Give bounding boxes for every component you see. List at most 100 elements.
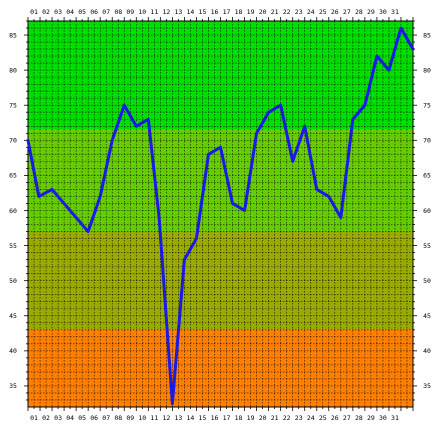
x-tick-label-top: 02 [42, 8, 50, 16]
data-point [412, 48, 414, 50]
x-tick-label-bottom: 20 [259, 414, 267, 422]
x-tick-label-top: 14 [187, 8, 195, 16]
y-tick-label-left: 50 [9, 277, 17, 285]
x-tick-label-bottom: 08 [114, 414, 122, 422]
x-tick-label-bottom: 23 [295, 414, 303, 422]
x-tick-label-top: 08 [114, 8, 122, 16]
y-tick-label-left: 55 [9, 242, 17, 250]
y-tick-label-left: 60 [9, 207, 17, 215]
x-tick-label-bottom: 22 [283, 414, 291, 422]
x-tick-label-bottom: 15 [199, 414, 207, 422]
x-tick-label-top: 05 [78, 8, 86, 16]
x-tick-label-bottom: 09 [126, 414, 134, 422]
x-tick-label-top: 18 [235, 8, 243, 16]
data-point [279, 104, 282, 107]
x-tick-label-bottom: 10 [138, 414, 146, 422]
x-tick-label-bottom: 04 [66, 414, 74, 422]
data-point [38, 195, 40, 198]
x-tick-label-top: 04 [66, 8, 74, 16]
x-tick-label-bottom: 18 [235, 414, 243, 422]
x-tick-label-bottom: 25 [319, 414, 327, 422]
x-tick-label-top: 31 [391, 8, 399, 16]
x-tick-label-top: 16 [211, 8, 219, 16]
x-tick-label-top: 01 [30, 8, 38, 16]
x-tick-label-bottom: 30 [379, 414, 387, 422]
x-tick-label-bottom: 26 [331, 414, 339, 422]
x-tick-label-top: 19 [247, 8, 255, 16]
x-tick-label-bottom: 03 [54, 414, 62, 422]
x-tick-label-top: 27 [343, 8, 351, 16]
x-tick-label-top: 23 [295, 8, 303, 16]
x-tick-label-top: 10 [138, 8, 146, 16]
y-tick-label-left: 35 [9, 382, 17, 390]
y-tick-label-right: 40 [423, 347, 431, 355]
data-point [291, 160, 294, 163]
x-tick-label-top: 17 [223, 8, 231, 16]
data-point [340, 216, 342, 219]
data-point [183, 258, 186, 261]
data-point [87, 230, 89, 233]
x-tick-label-top: 29 [367, 8, 375, 16]
data-point [219, 146, 222, 149]
data-point [243, 209, 246, 212]
y-axis-left-labels: 85 80 75 70 65 60 55 50 45 40 35 [9, 31, 17, 390]
x-tick-label-top: 15 [199, 8, 207, 16]
x-tick-label-bottom: 14 [187, 414, 195, 422]
y-tick-label-left: 45 [9, 312, 17, 320]
data-point [364, 104, 366, 107]
y-tick-label-right: 85 [423, 31, 431, 39]
data-point [400, 27, 402, 29]
x-tick-label-bottom: 19 [247, 414, 255, 422]
series-group [26, 26, 415, 405]
x-tick-label-top: 22 [283, 8, 291, 16]
x-tick-label-bottom: 21 [271, 414, 279, 422]
band-3 [28, 329, 413, 407]
data-point [27, 139, 29, 142]
x-tick-label-bottom: 02 [42, 414, 50, 422]
x-tick-label-top: 21 [271, 8, 279, 16]
x-tick-label-bottom: 24 [307, 414, 315, 422]
y-tick-label-right: 65 [423, 172, 431, 180]
data-point [231, 202, 234, 205]
data-point [158, 216, 160, 219]
x-tick-label-top: 25 [319, 8, 327, 16]
y-tick-label-right: 55 [423, 242, 431, 250]
x-tick-label-bottom: 05 [78, 414, 86, 422]
data-point [207, 153, 210, 156]
x-tick-label-top: 24 [307, 8, 315, 16]
x-tick-label-bottom: 11 [150, 414, 158, 422]
y-tick-label-left: 75 [9, 102, 17, 110]
x-tick-label-top: 13 [174, 8, 182, 16]
y-tick-label-left: 70 [9, 137, 17, 145]
x-tick-label-top: 28 [355, 8, 363, 16]
y-tick-label-left: 40 [9, 347, 17, 355]
data-point [195, 237, 198, 240]
y-tick-label-right: 35 [423, 382, 431, 390]
x-tick-label-bottom: 27 [343, 414, 351, 422]
x-tick-label-top: 20 [259, 8, 267, 16]
x-tick-label-bottom: 29 [367, 414, 375, 422]
x-tick-label-top: 07 [102, 8, 110, 16]
x-tick-label-bottom: 17 [223, 414, 231, 422]
data-point [303, 125, 306, 128]
data-point [99, 195, 101, 198]
x-tick-label-bottom: 13 [174, 414, 182, 422]
y-tick-label-left: 85 [9, 31, 17, 39]
x-tick-label-top: 11 [150, 8, 158, 16]
y-axis-right-labels: 85 80 75 70 65 60 55 50 45 40 35 [423, 31, 431, 390]
data-point [267, 111, 270, 114]
x-tick-label-bottom: 06 [90, 414, 98, 422]
x-tick-label-bottom: 12 [162, 414, 170, 422]
data-point [388, 69, 390, 71]
data-point [327, 195, 330, 198]
y-tick-label-right: 70 [423, 137, 431, 145]
x-tick-label-bottom: 31 [391, 414, 399, 422]
y-tick-label-right: 45 [423, 312, 431, 320]
x-tick-label-bottom: 01 [30, 414, 38, 422]
x-tick-label-top: 30 [379, 8, 387, 16]
data-point [315, 188, 318, 191]
x-axis-bottom-labels: 01 02 03 04 05 06 07 08 09 10 11 12 13 14 15 16 17 18 19 20… [30, 414, 399, 422]
x-tick-label-top: 03 [54, 8, 62, 16]
x-tick-label-bottom: 16 [211, 414, 219, 422]
y-tick-label-right: 80 [423, 66, 431, 74]
